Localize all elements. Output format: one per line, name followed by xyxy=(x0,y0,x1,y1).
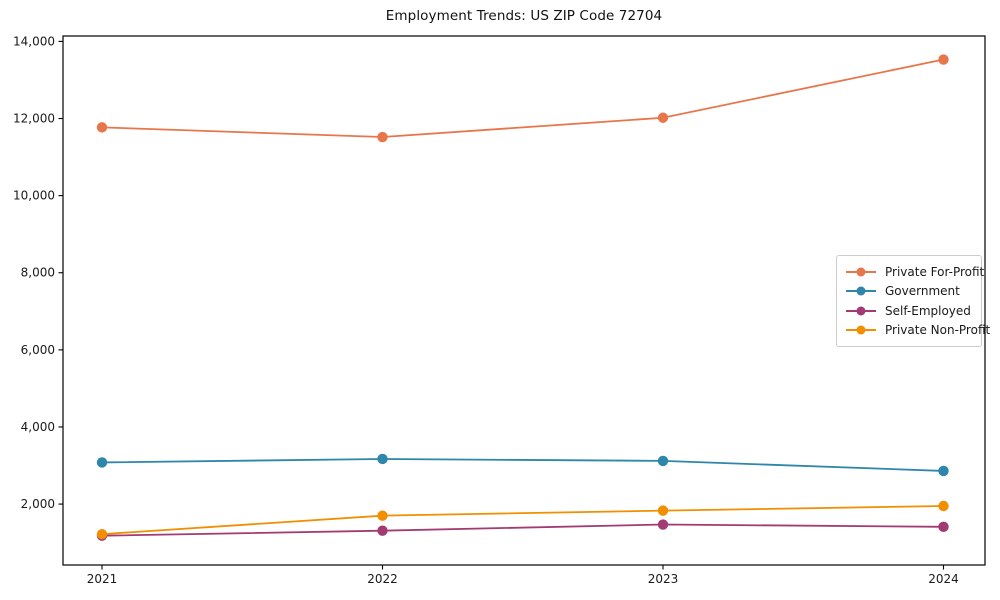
legend-label: Self-Employed xyxy=(885,303,971,318)
data-point-private-for-profit-2021 xyxy=(96,122,108,133)
data-point-private-non-profit-2021 xyxy=(96,528,108,540)
legend-line-marker-icon xyxy=(846,267,876,277)
x-tick-label: 2021 xyxy=(87,572,118,586)
legend-line-marker-icon xyxy=(846,325,876,335)
x-tick-label: 2024 xyxy=(928,572,959,586)
legend-dot-icon xyxy=(856,306,866,316)
series-line-self-employed xyxy=(101,523,944,537)
x-tick-label: 2022 xyxy=(367,572,398,586)
series-line-private-for-profit xyxy=(101,58,944,138)
legend-item-private-for-profit: Private For-Profit xyxy=(846,263,984,281)
data-point-private-non-profit-2022 xyxy=(377,510,388,521)
y-tick-label: 8,000 xyxy=(21,266,55,280)
legend-label: Private Non-Profit xyxy=(885,322,991,337)
data-point-government-2021 xyxy=(96,457,108,468)
legend-label: Government xyxy=(885,284,960,299)
y-tick-label: 14,000 xyxy=(13,34,55,48)
data-point-private-for-profit-2022 xyxy=(377,131,388,143)
series-line-government xyxy=(101,458,944,472)
y-tick-label: 6,000 xyxy=(21,343,55,357)
chart-title: Employment Trends: US ZIP Code 72704 xyxy=(385,8,663,24)
legend-line-marker-icon xyxy=(846,286,876,296)
legend-item-government: Government xyxy=(846,282,972,300)
data-point-self-employed-2023 xyxy=(657,519,669,530)
data-point-private-for-profit-2023 xyxy=(657,112,669,123)
data-point-private-non-profit-2023 xyxy=(657,505,669,516)
data-point-private-non-profit-2024 xyxy=(938,500,949,512)
data-point-government-2022 xyxy=(377,453,388,465)
legend-item-private-non-profit: Private Non-Profit xyxy=(846,321,990,339)
legend-dot-icon xyxy=(856,286,866,296)
data-point-government-2024 xyxy=(938,465,949,477)
legend-dot-icon xyxy=(856,267,866,277)
legend-label: Private For-Profit xyxy=(885,265,985,279)
y-tick-label: 2,000 xyxy=(21,497,55,511)
data-point-self-employed-2024 xyxy=(938,521,949,533)
data-point-private-for-profit-2024 xyxy=(938,54,949,65)
y-tick-label: 4,000 xyxy=(21,420,55,434)
y-tick-label: 12,000 xyxy=(13,112,55,126)
plot-border xyxy=(62,35,986,566)
data-point-government-2023 xyxy=(657,455,669,467)
legend-dot-icon xyxy=(856,325,866,335)
y-tick-label: 10,000 xyxy=(13,189,55,203)
legend-box: Private For-Profit Government Self-Employe… xyxy=(836,255,990,347)
series-line-private-non-profit xyxy=(101,505,944,536)
x-tick-label: 2023 xyxy=(648,572,679,586)
data-point-self-employed-2022 xyxy=(377,525,388,536)
legend-item-self-employed: Self-Employed xyxy=(846,302,972,320)
legend-line-marker-icon xyxy=(846,306,876,316)
